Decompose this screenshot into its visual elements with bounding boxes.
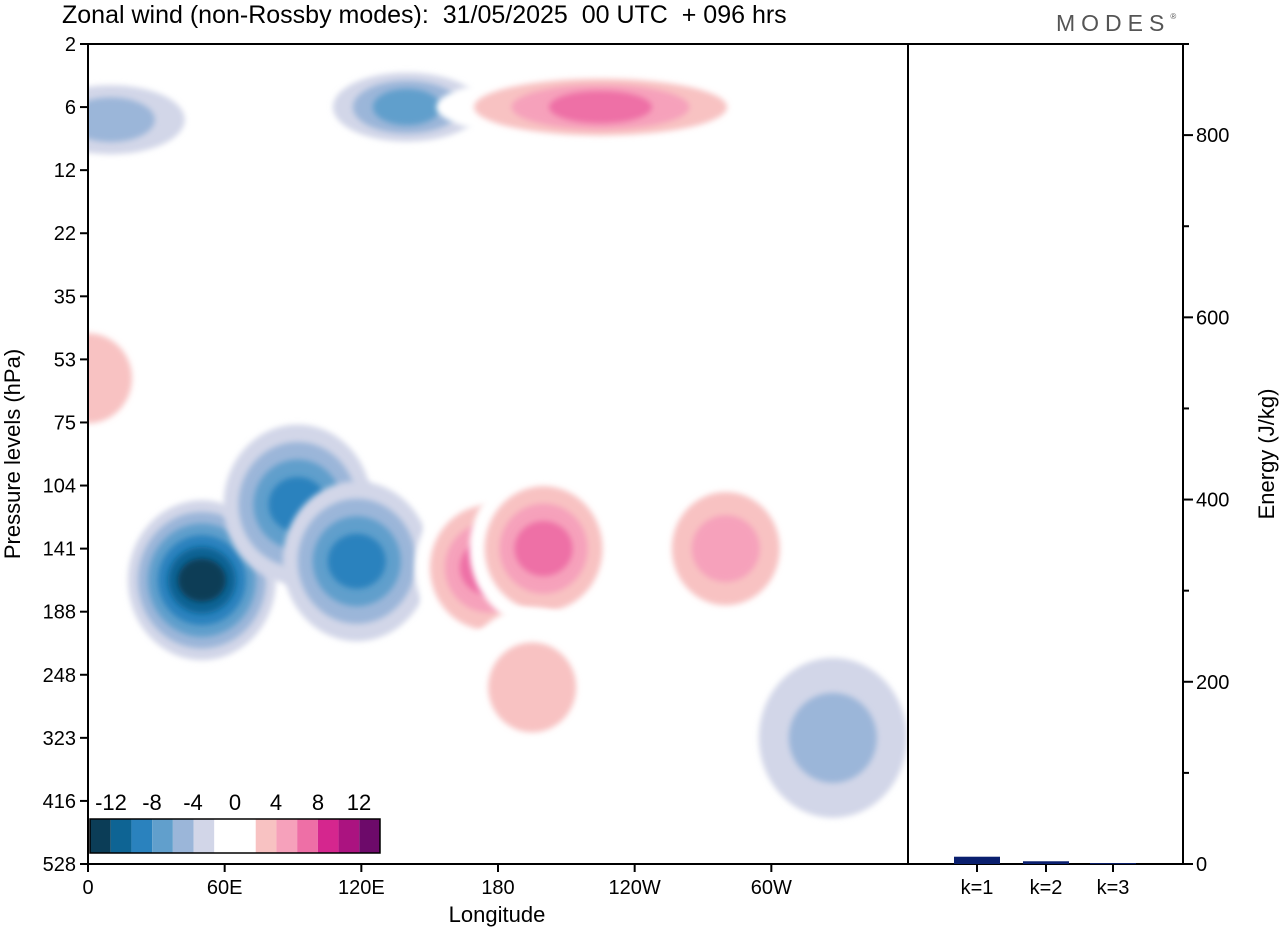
- y-tick-label: 416: [43, 791, 76, 813]
- colorbar-swatch: [235, 819, 256, 853]
- colorbar-swatch: [131, 819, 153, 853]
- heatmap-contour: [327, 533, 386, 589]
- energy-tick-label: 800: [1196, 125, 1229, 147]
- energy-bar-k=1: [954, 856, 1000, 864]
- energy-bar-labels: k=1 k=2 k=3: [961, 864, 1130, 899]
- brand-logo: MODES®: [1056, 10, 1176, 37]
- heatmap-contour: [88, 333, 132, 424]
- x-tick-label: 120E: [338, 877, 385, 899]
- colorbar-label: -8: [142, 790, 162, 815]
- x-axis: 0 60E 120E 180 120W 60W: [82, 864, 792, 899]
- y-tick-label: 528: [43, 854, 76, 876]
- colorbar-label: -4: [183, 790, 203, 815]
- y-tick-label: 2: [65, 34, 76, 56]
- colorbar-swatch: [338, 819, 360, 853]
- colorbar-label: 8: [312, 790, 324, 815]
- energy-bar-label: k=1: [961, 877, 994, 899]
- heatmap-contour: [372, 88, 441, 126]
- energy-bar-label: k=2: [1030, 877, 1063, 899]
- x-tick-label: 60E: [207, 877, 243, 899]
- registered-mark: ®: [1170, 12, 1177, 21]
- energy-tick-label: 0: [1196, 854, 1207, 876]
- heatmap-contour: [691, 515, 760, 582]
- colorbar-label: 0: [229, 790, 241, 815]
- brand-text: MODES: [1056, 10, 1171, 36]
- heatmap-feature-8: [436, 72, 765, 142]
- energy-bar-k=3: [1090, 863, 1136, 865]
- colorbar-frame: [89, 818, 381, 854]
- heatmap-feature-10: [458, 607, 607, 768]
- y-tick-label: 6: [65, 97, 76, 119]
- colorbar-swatch: [90, 819, 111, 853]
- y-tick-label: 12: [54, 160, 76, 182]
- colorbar-swatch: [276, 819, 298, 853]
- colorbar: -12 -8 -4 0 4 8 12: [89, 790, 381, 854]
- x-tick-label: 120W: [609, 877, 661, 899]
- heatmap-field: [88, 44, 908, 864]
- energy-tick-label: 400: [1196, 490, 1229, 512]
- energy-tick-label: 600: [1196, 307, 1229, 329]
- heatmap-feature-4: [88, 85, 185, 155]
- y-tick-label: 53: [54, 349, 76, 371]
- energy-axis-title: Energy (J/kg): [1254, 389, 1279, 520]
- heatmap-contour: [88, 97, 155, 142]
- energy-tick-label: 200: [1196, 672, 1229, 694]
- colorbar-label: 12: [347, 790, 371, 815]
- colorbar-swatch: [152, 819, 173, 853]
- x-axis-title: Longitude: [449, 902, 546, 927]
- heatmap-feature-2: [282, 481, 431, 642]
- y-tick-label: 75: [54, 412, 76, 434]
- energy-bar-k=2: [1023, 861, 1069, 864]
- heatmap-contour: [788, 692, 877, 783]
- colorbar-swatch: [110, 819, 132, 853]
- y-tick-label: 22: [54, 223, 76, 245]
- y-tick-label: 35: [54, 286, 76, 308]
- energy-panel-frame: [907, 43, 1184, 865]
- colorbar-swatch: [359, 819, 380, 853]
- page-title: Zonal wind (non-Rossby modes): 31/05/202…: [62, 1, 787, 29]
- colorbar-swatch: [255, 819, 277, 853]
- y-axis-title: Pressure levels (hPa): [0, 349, 25, 559]
- x-tick-label: 180: [481, 877, 514, 899]
- heatmap-feature-0: [127, 500, 276, 661]
- heatmap-feature-9: [651, 468, 800, 629]
- energy-bar-label: k=3: [1097, 877, 1130, 899]
- heatmap-feature-11: [88, 298, 162, 459]
- colorbar-swatch: [214, 819, 235, 853]
- heatmap-feature-5: [758, 657, 907, 818]
- y-tick-label: 248: [43, 665, 76, 687]
- y-tick-label: 141: [43, 539, 76, 561]
- heatmap-feature-3: [332, 72, 481, 142]
- colorbar-swatch: [297, 819, 318, 853]
- colorbar-swatch: [317, 819, 339, 853]
- y-tick-label: 188: [43, 602, 76, 624]
- y-tick-label: 104: [43, 476, 76, 498]
- colorbar-swatch: [193, 819, 215, 853]
- colorbar-label: 4: [270, 790, 282, 815]
- x-tick-label: 60W: [751, 877, 792, 899]
- x-tick-label: 0: [82, 877, 93, 899]
- y-axis-left: 2 6 12 22 35 53 75 104 141 188 248 323 416 528: [43, 34, 88, 876]
- colorbar-label: -12: [95, 790, 127, 815]
- energy-bars: [954, 856, 1136, 865]
- heatmap-contour: [549, 90, 652, 124]
- heatmap-contour: [177, 558, 226, 602]
- y-axis-right: 0 200 400 600 800: [1183, 43, 1229, 876]
- y-tick-label: 323: [43, 728, 76, 750]
- heatmap-contour: [514, 521, 573, 577]
- colorbar-swatch: [172, 819, 194, 853]
- heatmap-contour: [488, 642, 577, 733]
- heatmap-feature-7: [469, 468, 618, 629]
